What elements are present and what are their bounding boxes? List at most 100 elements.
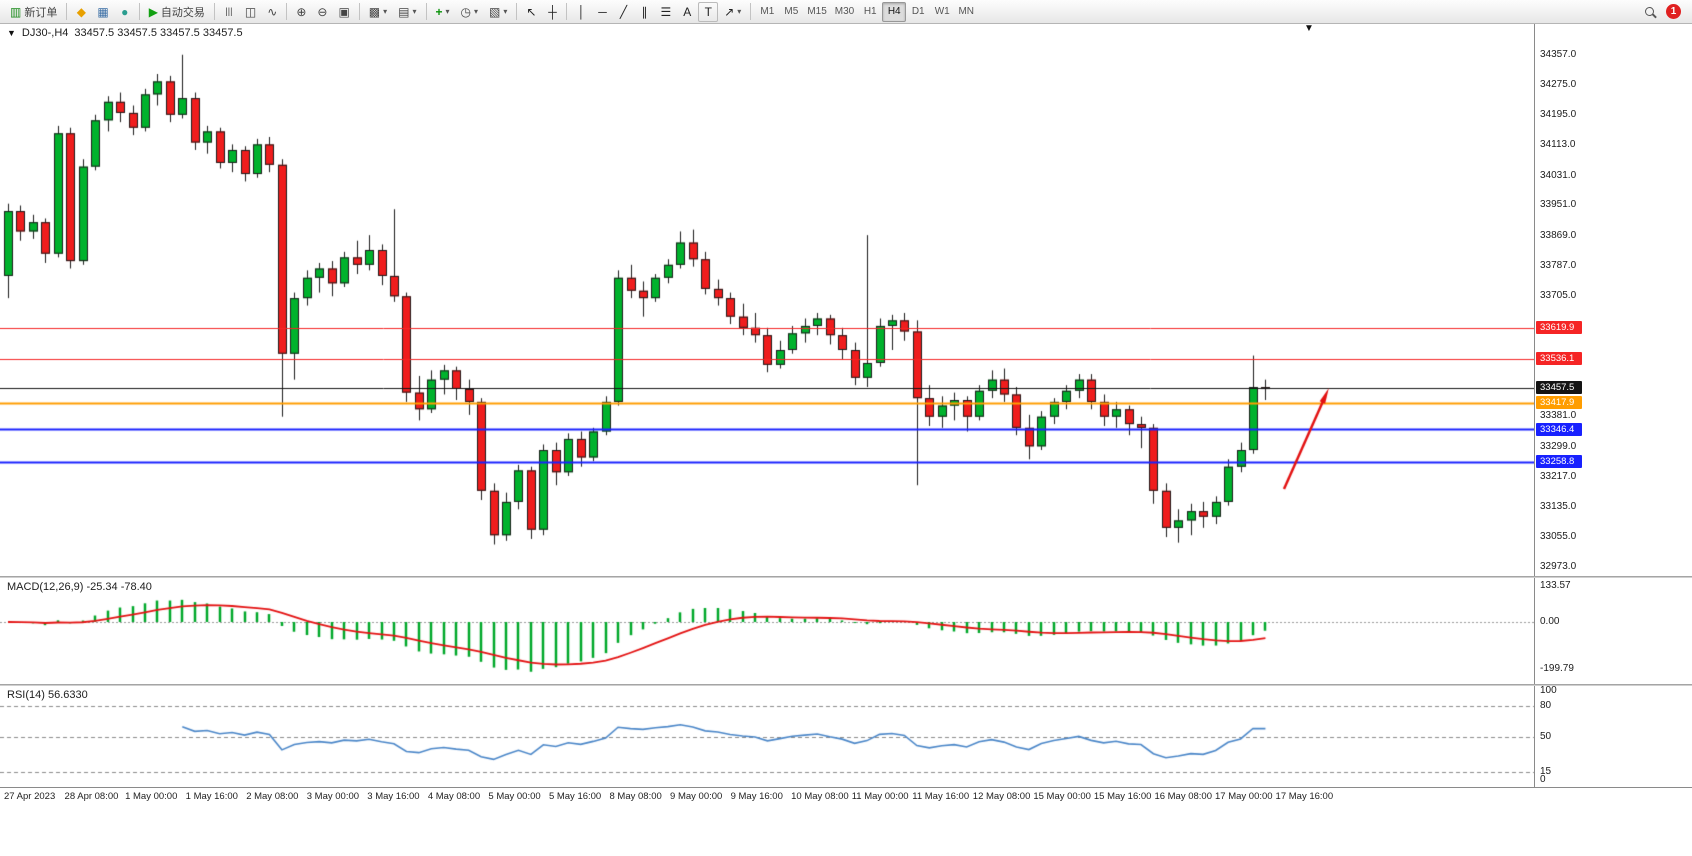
tile-windows-button[interactable]: ▣: [333, 2, 354, 22]
toolbar-separator: [213, 3, 215, 20]
main-chart-canvas[interactable]: [0, 24, 1534, 576]
periods-button[interactable]: ◷ ▾: [456, 2, 484, 22]
periods-icon: ◷: [460, 4, 472, 19]
window-bottom-margin: [0, 805, 1692, 856]
new-chart-button[interactable]: ▩ ▾: [364, 2, 392, 22]
time-axis[interactable]: 27 Apr 2023 28 Apr 08:00 1 May 00:00 1 May …: [0, 787, 1692, 805]
macd-tick-label: 133.57: [1540, 580, 1571, 591]
time-label: 16 May 08:00: [1154, 791, 1213, 802]
price-tick-label: 34195.0: [1540, 108, 1577, 120]
text-icon: A: [683, 4, 692, 19]
time-label: 4 May 08:00: [427, 791, 481, 802]
crosshair-button[interactable]: ┼: [542, 2, 562, 22]
community-icon: ●: [121, 4, 129, 19]
rsi-tick-label: 15: [1540, 765, 1552, 777]
autotrading-label: 自动交易: [160, 6, 205, 19]
toolbar-separator: [566, 3, 568, 20]
price-tick-label: 32973.0: [1540, 561, 1577, 573]
price-tag: 33619.9: [1536, 321, 1582, 335]
timeframe-button-d1[interactable]: D1: [911, 6, 925, 17]
indicators-button[interactable]: + ▾: [431, 2, 455, 22]
price-tag: 33536.1: [1536, 352, 1582, 366]
price-tick-label: 34275.0: [1540, 79, 1577, 91]
cursor-button[interactable]: ↖: [521, 2, 541, 22]
vline-icon: │: [577, 4, 586, 19]
arrows-button[interactable]: ↗ ▾: [719, 2, 746, 22]
timeframe-group: M1 M5 M15 M30 H1 H4 D1 W1 MN: [755, 1, 978, 22]
time-label: 11 May 16:00: [912, 791, 970, 802]
macd-axis[interactable]: 133.57 0.00 -199.79: [1534, 578, 1692, 684]
hline-icon: ─: [598, 4, 607, 19]
timeframe-button-m1[interactable]: M1: [760, 6, 775, 17]
chart-window: ▼ DJ30-,H4 33457.5 33457.5 33457.5 33457…: [0, 24, 1692, 856]
timeframe-button-m30[interactable]: M30: [834, 6, 855, 17]
search-button[interactable]: [1639, 2, 1659, 22]
autotrading-button[interactable]: ▶ 自动交易: [144, 2, 210, 22]
arrows-icon: ↗: [724, 4, 735, 19]
time-label: 28 Apr 08:00: [64, 791, 119, 802]
rsi-axis[interactable]: 100 80 50 15 0: [1534, 685, 1692, 787]
toolbar-separator: [138, 3, 140, 20]
horizontal-line-button[interactable]: ─: [592, 2, 612, 22]
price-axis[interactable]: 34357.0 34275.0 34195.0 34113.0 34031.0 33951…: [1534, 24, 1692, 576]
pane-separator[interactable]: [0, 576, 1692, 578]
market-watch-icon: ▦: [97, 4, 109, 19]
text-button[interactable]: A: [677, 2, 697, 22]
chart-shift-marker[interactable]: ▼: [1304, 23, 1314, 34]
chart-bars-icon: |||: [225, 6, 233, 16]
timeframe-button-m5[interactable]: M5: [784, 6, 799, 17]
dropdown-caret-icon: ▾: [737, 6, 742, 16]
timeframe-button-w1[interactable]: W1: [934, 6, 950, 17]
vertical-line-button[interactable]: │: [571, 2, 591, 22]
chart-candles-button[interactable]: ◫: [240, 2, 261, 22]
channel-icon: ∥: [641, 4, 648, 19]
dropdown-caret-icon: ▾: [445, 6, 450, 16]
price-tick-label: 33217.0: [1540, 471, 1577, 483]
time-label: 11 May 00:00: [851, 791, 909, 802]
time-label: 27 Apr 2023: [4, 791, 56, 802]
toolbar-separator: [516, 3, 518, 20]
metaeditor-button[interactable]: ◆: [71, 2, 91, 22]
fibonacci-button[interactable]: ☰: [655, 2, 676, 22]
symbol-collapse-icon[interactable]: ▼: [7, 28, 16, 38]
price-tick-label: 33299.0: [1540, 440, 1577, 452]
timeframe-button-mn[interactable]: MN: [958, 6, 974, 17]
chart-info-line: ▼ DJ30-,H4 33457.5 33457.5 33457.5 33457…: [7, 27, 243, 39]
toolbar: ▥ 新订单 ◆ ▦ ● ▶ 自动交易 ||| ◫ ∿ ⊕ ⊖ ▣ ▩ ▾ ▤ ▾ +…: [0, 0, 1692, 24]
macd-pane: MACD(12,26,9) -25.34 -78.40 133.57 0.00 -1…: [0, 578, 1692, 684]
price-tag: 33258.8: [1536, 455, 1582, 469]
time-label: 5 May 16:00: [548, 791, 602, 802]
main-price-pane: ▼ DJ30-,H4 33457.5 33457.5 33457.5 33457…: [0, 24, 1692, 576]
macd-header: MACD(12,26,9) -25.34 -78.40: [7, 581, 152, 593]
dropdown-caret-icon: ▾: [503, 6, 508, 16]
timeframe-button-h1[interactable]: H1: [863, 6, 877, 17]
toolbar-separator: [750, 3, 752, 20]
notification-badge[interactable]: 1: [1666, 4, 1681, 19]
timeframe-button-h4[interactable]: H4: [882, 1, 907, 22]
community-button[interactable]: ●: [115, 2, 135, 22]
macd-canvas[interactable]: [0, 578, 1534, 684]
templates-button[interactable]: ▧ ▾: [484, 2, 512, 22]
pane-separator[interactable]: [0, 684, 1692, 686]
chart-line-button[interactable]: ∿: [262, 2, 282, 22]
new-order-button[interactable]: ▥ 新订单: [5, 2, 62, 22]
market-watch-button[interactable]: ▦: [92, 2, 113, 22]
rsi-tick-label: 100: [1540, 685, 1557, 696]
macd-label: MACD(12,26,9) -25.34 -78.40: [7, 581, 152, 593]
time-label: 17 May 00:00: [1215, 791, 1273, 802]
label-button[interactable]: T: [698, 1, 719, 22]
profiles-button[interactable]: ▤ ▾: [393, 2, 421, 22]
chart-bars-button[interactable]: |||: [219, 2, 239, 22]
toolbar-separator: [286, 3, 288, 20]
timeframe-button-m15[interactable]: M15: [807, 6, 827, 17]
rsi-canvas[interactable]: [0, 686, 1534, 787]
zoom-out-button[interactable]: ⊖: [312, 2, 332, 22]
time-label: 12 May 08:00: [972, 791, 1031, 802]
time-label: 3 May 00:00: [306, 791, 360, 802]
zoom-in-button[interactable]: ⊕: [291, 2, 311, 22]
dropdown-caret-icon: ▾: [412, 6, 417, 16]
trendline-button[interactable]: ╱: [613, 2, 633, 22]
search-icon: [1644, 7, 1654, 16]
channel-button[interactable]: ∥: [634, 2, 654, 22]
fibo-icon: ☰: [660, 4, 672, 19]
